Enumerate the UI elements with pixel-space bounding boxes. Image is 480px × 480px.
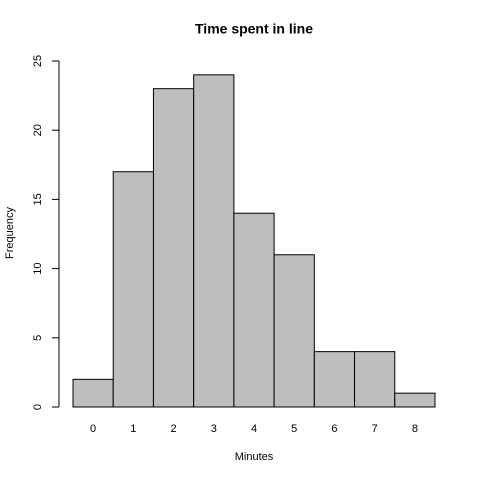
x-tick-label: 1: [130, 423, 136, 435]
x-tick-label: 0: [90, 423, 96, 435]
bar: [193, 74, 235, 408]
x-tick-label: 8: [412, 423, 418, 435]
bar: [152, 88, 195, 408]
x-axis-label: Minutes: [235, 451, 274, 463]
bar: [394, 392, 436, 408]
y-tick-label: 0: [32, 404, 44, 410]
bar: [273, 254, 315, 408]
x-tick-label: 3: [211, 423, 217, 435]
bar: [354, 351, 396, 408]
y-tick-label: 15: [32, 193, 44, 205]
bar: [313, 351, 356, 408]
x-tick-label: 6: [331, 423, 337, 435]
y-tick-label: 25: [32, 55, 44, 67]
bar: [112, 171, 154, 408]
y-axis-label: Frequency: [4, 207, 16, 259]
x-tick-label: 4: [251, 423, 257, 435]
y-tick-label: 20: [32, 124, 44, 136]
bar: [72, 378, 114, 408]
y-tick-label: 10: [32, 262, 44, 274]
bar: [233, 212, 275, 408]
y-tick-label: 5: [32, 335, 44, 341]
x-tick-label: 7: [372, 423, 378, 435]
x-tick-label: 2: [170, 423, 176, 435]
chart-title: Time spent in line: [195, 21, 313, 37]
x-tick-label: 5: [291, 423, 297, 435]
